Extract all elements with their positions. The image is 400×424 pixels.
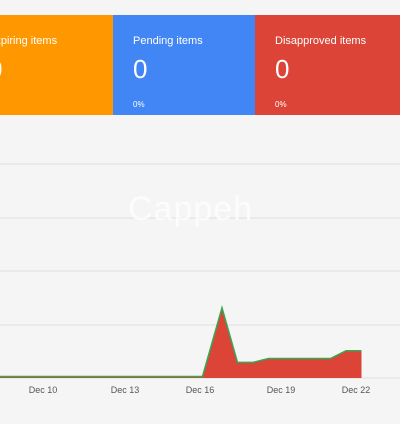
- items-chart-svg: Dec 10 Dec 13 Dec 16 Dec 19 Dec 22: [0, 163, 400, 395]
- series-line-0: [0, 305, 362, 378]
- pending-items-label: Pending items: [133, 35, 203, 47]
- watermark: Cappeh: [128, 190, 254, 228]
- x-tick-label-1: Dec 13: [111, 385, 140, 395]
- pending-items-value: 0: [133, 54, 148, 84]
- disapproved-items-value: 0: [275, 54, 290, 84]
- x-tick-label-2: Dec 16: [186, 385, 215, 395]
- disapproved-items-percent: 0%: [275, 100, 287, 109]
- status-cards: Expiring items 0 0% Pending items 0 0% D…: [0, 15, 400, 115]
- disapproved-items-label: Disapproved items: [275, 35, 367, 47]
- x-tick-label-4: Dec 22: [342, 385, 371, 395]
- expiring-items-value: 0: [0, 55, 2, 83]
- items-chart: Dec 10 Dec 13 Dec 16 Dec 19 Dec 22 Cappeh: [0, 115, 400, 424]
- pending-items-card[interactable]: Pending items 0 0%: [113, 15, 255, 115]
- pending-items-percent: 0%: [133, 100, 145, 109]
- expiring-items-label: Expiring items: [0, 35, 58, 47]
- disapproved-items-card[interactable]: Disapproved items 0 0%: [255, 15, 400, 115]
- x-tick-label-0: Dec 10: [29, 385, 58, 395]
- series-area-0: [0, 307, 362, 378]
- x-tick-label-3: Dec 19: [267, 385, 296, 395]
- expiring-items-card[interactable]: Expiring items 0 0%: [0, 15, 113, 115]
